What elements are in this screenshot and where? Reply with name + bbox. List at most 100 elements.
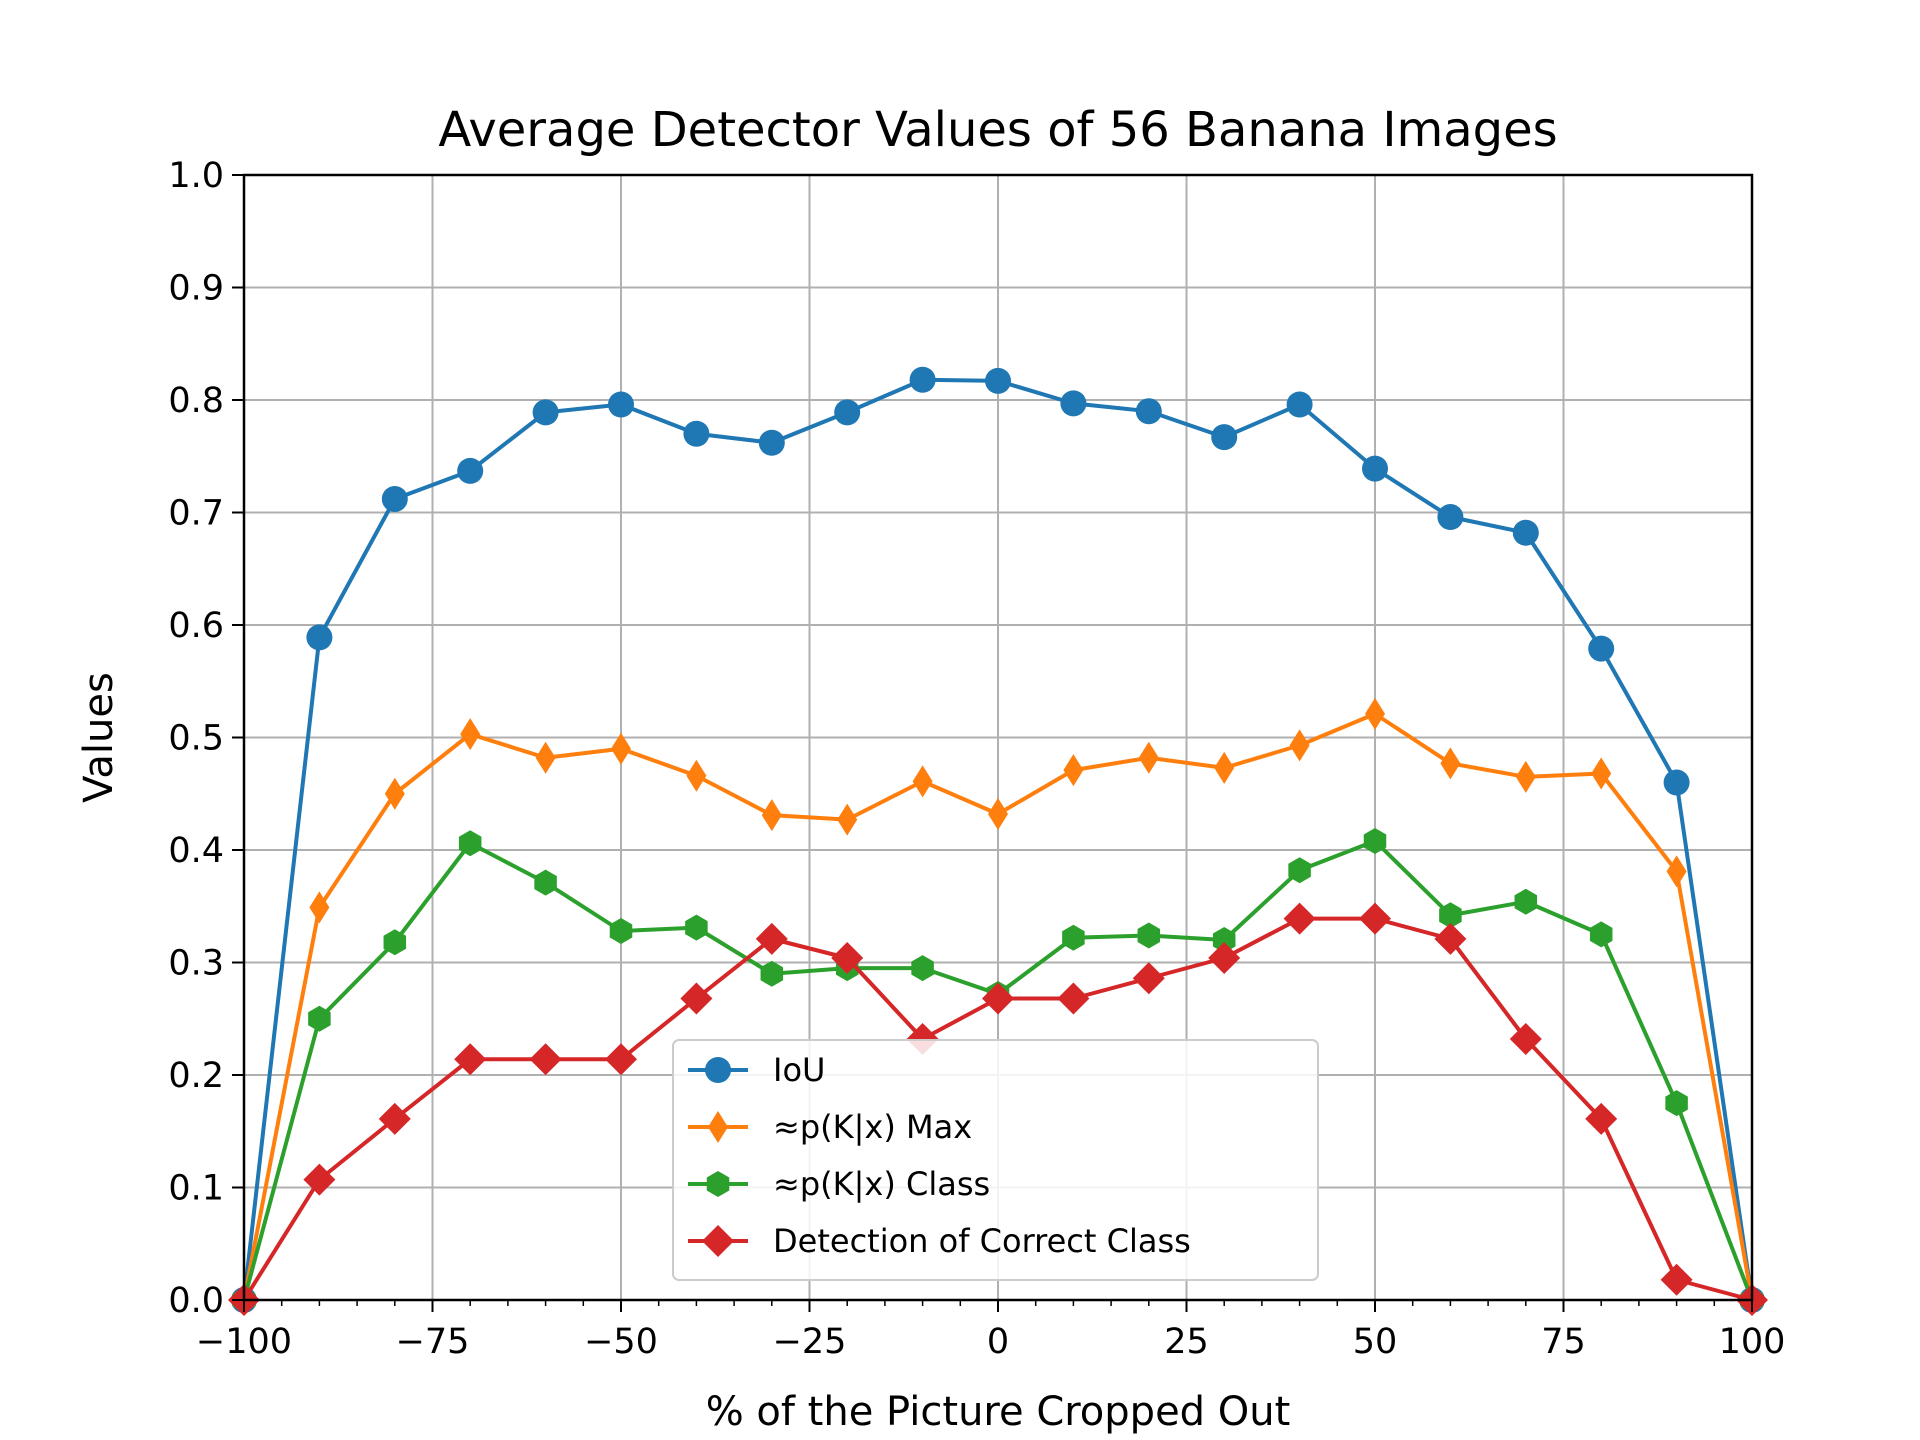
data-point [683,420,710,447]
data-point [532,399,559,426]
data-point [534,869,557,896]
data-point [1138,741,1159,774]
data-point [909,366,936,393]
x-tick-label: 0 [987,1322,1009,1362]
data-point [460,718,481,751]
data-point [1365,697,1385,730]
data-point [1666,855,1687,888]
data-point [1363,828,1387,854]
chart-title: Average Detector Values of 56 Banana Ima… [438,102,1557,158]
data-point [308,1005,331,1032]
legend-entry: Detection of Correct Class [688,1222,1191,1260]
data-point [309,891,330,924]
data-point [680,982,713,1015]
data-point [760,960,784,987]
data-point [1135,398,1162,425]
data-point [611,732,631,765]
data-point [837,803,858,836]
data-point [1588,635,1615,662]
data-point [1132,962,1165,995]
data-point [1514,888,1538,915]
y-tick-label: 0.1 [168,1169,224,1209]
x-tick-label: 100 [1719,1322,1786,1362]
y-tick-label: 0.8 [168,381,224,421]
data-point [535,741,556,774]
data-point [1137,922,1161,949]
x-tick-label: −50 [584,1322,658,1362]
data-point [1214,751,1235,784]
data-point [1591,757,1612,790]
data-point [529,1043,562,1076]
data-point [761,799,782,832]
y-tick-label: 1.0 [168,156,224,196]
data-point [306,624,333,651]
data-point [1060,390,1087,417]
data-point [1283,902,1316,935]
x-axis-label: % of the Picture Cropped Out [706,1389,1291,1435]
data-point [1515,760,1536,793]
y-tick-label: 0.0 [168,1281,224,1321]
data-point [608,391,634,418]
data-point [1289,729,1310,762]
x-tick-label: −25 [773,1322,847,1362]
data-point [454,1043,487,1076]
data-point [988,798,1008,830]
data-point [378,1102,411,1135]
legend-label: Detection of Correct Class [773,1222,1191,1260]
legend-entry: ≈p(K|x) Max [688,1108,972,1146]
y-tick-label: 0.9 [168,269,224,309]
data-point [1286,391,1313,418]
data-point [1057,982,1090,1015]
data-point [758,429,785,456]
data-point [755,922,788,955]
x-tick-label: −100 [196,1322,292,1362]
data-point [609,918,633,944]
legend-box [672,1039,1319,1281]
data-point [1440,747,1461,780]
data-point [1509,1023,1542,1055]
data-point [605,1043,637,1076]
data-point [1359,902,1391,935]
data-point [912,765,933,798]
data-point [458,830,482,857]
x-tick-label: 50 [1353,1322,1398,1362]
y-tick-label: 0.7 [168,494,224,534]
x-tick-label: 25 [1164,1322,1209,1362]
data-point [1362,455,1388,482]
data-point [1062,924,1085,951]
y-tick-label: 0.6 [168,606,224,646]
legend-marker [702,1225,734,1257]
y-tick-label: 0.3 [168,944,224,984]
data-point [383,929,407,956]
data-point [985,367,1011,394]
legend-label: ≈p(K|x) Class [773,1165,990,1203]
data-point [1211,424,1238,451]
data-point [1063,754,1084,787]
legend-marker [705,1057,731,1083]
legend-marker [708,1111,728,1143]
legend-entry: ≈p(K|x) Class [688,1165,990,1203]
data-point [1434,922,1467,955]
data-point [1439,902,1462,929]
data-point [1665,1090,1688,1117]
data-point [1660,1263,1693,1296]
data-point [1437,504,1464,530]
data-point [982,982,1014,1015]
legend-marker [706,1171,730,1197]
data-point [1585,1102,1618,1135]
legend: IoU ≈p(K|x) Max ≈p(K|x) Class Detection of … [672,1039,1319,1281]
data-point [384,777,405,810]
y-axis-label: Values [76,672,122,803]
y-tick-label: 0.2 [168,1056,224,1096]
data-point [834,399,861,426]
legend-entry: IoU [688,1051,825,1089]
data-point [685,914,708,941]
data-point [831,942,864,974]
data-point [1212,927,1236,953]
data-point [1512,519,1539,546]
x-tick-label: 75 [1541,1322,1586,1362]
data-point [381,486,408,512]
legend-label: IoU [773,1051,825,1089]
y-tick-label: 0.4 [168,831,224,871]
